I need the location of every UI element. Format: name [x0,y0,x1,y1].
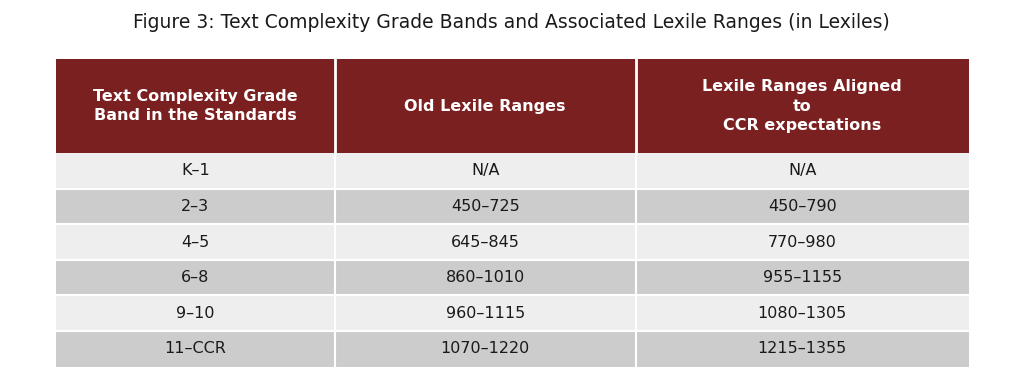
Bar [56,296,334,331]
Text: N/A: N/A [471,163,500,178]
Bar [334,260,636,296]
Text: Lexile Ranges Aligned
to
CCR expectations: Lexile Ranges Aligned to CCR expectation… [702,79,902,133]
Text: Text Complexity Grade
Band in the Standards: Text Complexity Grade Band in the Standa… [93,89,297,123]
Text: 1215–1355: 1215–1355 [757,342,847,356]
Text: 960–1115: 960–1115 [446,306,524,321]
Bar [636,296,969,331]
Bar [334,59,636,153]
Text: 770–980: 770–980 [768,235,837,249]
Bar [334,153,636,189]
Bar [56,260,334,296]
Bar [636,260,969,296]
Text: 450–790: 450–790 [768,199,837,214]
Bar [334,224,636,260]
Bar [636,224,969,260]
Text: 1080–1305: 1080–1305 [757,306,847,321]
Bar [636,331,969,367]
Text: 645–845: 645–845 [451,235,519,249]
Text: 9–10: 9–10 [176,306,215,321]
Bar [56,153,334,189]
Bar [636,189,969,224]
Text: 860–1010: 860–1010 [446,270,524,285]
Bar [636,153,969,189]
Bar [56,59,334,153]
Bar [334,331,636,367]
Bar [56,224,334,260]
Text: 11–CCR: 11–CCR [165,342,226,356]
Text: 2–3: 2–3 [181,199,210,214]
Text: 955–1155: 955–1155 [762,270,842,285]
Bar [334,296,636,331]
Text: 1070–1220: 1070–1220 [440,342,529,356]
Bar [334,189,636,224]
Text: 6–8: 6–8 [181,270,210,285]
Bar [636,59,969,153]
Text: Old Lexile Ranges: Old Lexile Ranges [405,99,566,113]
Text: 4–5: 4–5 [181,235,210,249]
Bar [56,189,334,224]
Text: 450–725: 450–725 [451,199,519,214]
Text: K–1: K–1 [181,163,210,178]
Bar [56,331,334,367]
Text: N/A: N/A [788,163,817,178]
Text: Figure 3: Text Complexity Grade Bands and Associated Lexile Ranges (in Lexiles): Figure 3: Text Complexity Grade Bands an… [133,13,889,32]
